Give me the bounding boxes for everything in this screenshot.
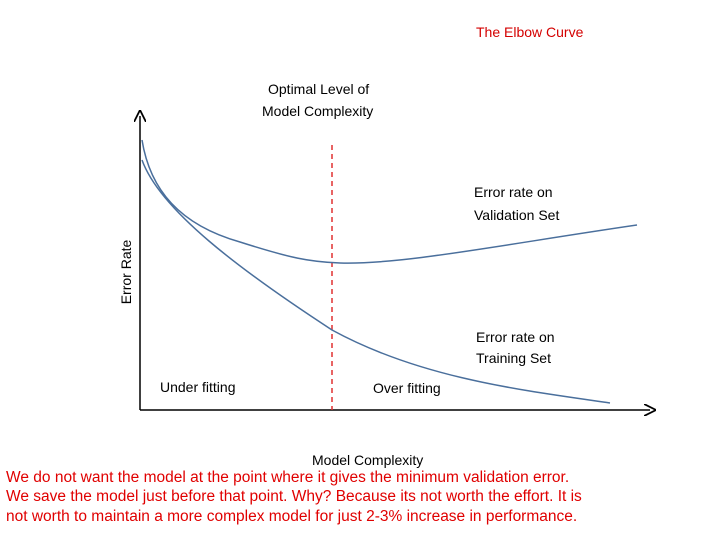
region-label: Over fitting xyxy=(373,380,441,396)
optimal-label: Optimal Level of xyxy=(268,81,369,97)
caption-line: not worth to maintain a more complex mod… xyxy=(6,508,577,525)
validation-label: Validation Set xyxy=(474,207,559,223)
title: The Elbow Curve xyxy=(476,24,584,40)
training-label: Training Set xyxy=(476,350,551,366)
y-axis-label: Error Rate xyxy=(118,240,134,305)
validation-label: Error rate on xyxy=(474,184,553,200)
region-label: Under fitting xyxy=(160,379,235,395)
caption-line: We save the model just before that point… xyxy=(6,488,582,505)
training-label: Error rate on xyxy=(476,329,555,345)
training-curve xyxy=(141,159,611,404)
x-axis-label: Model Complexity xyxy=(312,452,423,468)
caption-line: We do not want the model at the point wh… xyxy=(6,469,569,486)
validation-curve xyxy=(141,139,638,264)
optimal-label: Model Complexity xyxy=(262,103,373,119)
